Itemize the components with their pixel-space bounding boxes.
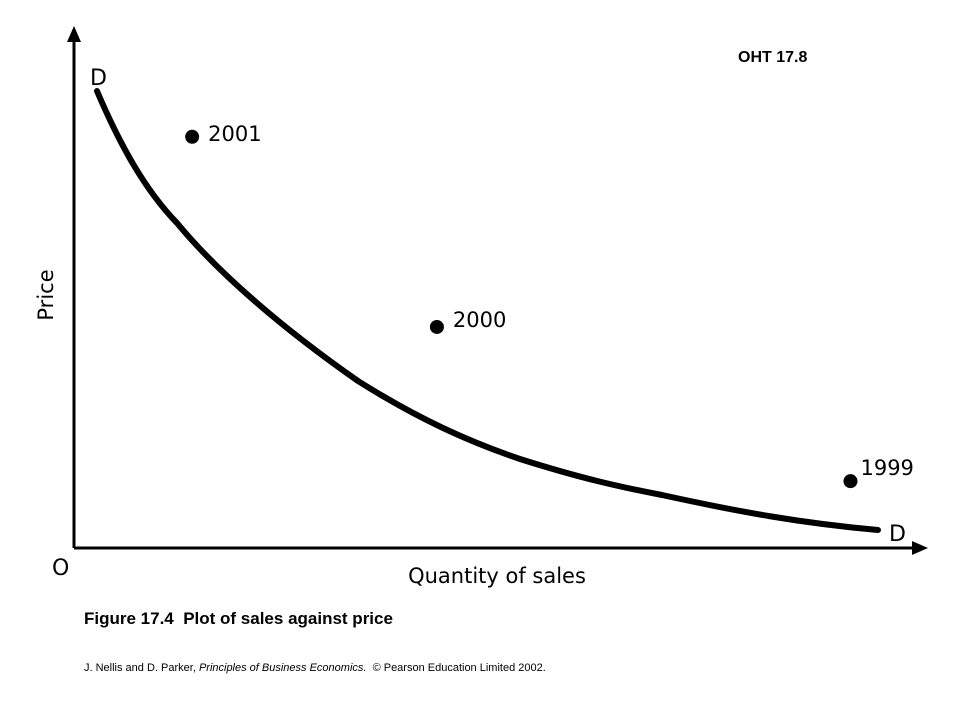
curve-label-start: D — [90, 66, 107, 91]
y-axis-label: Price — [34, 269, 58, 320]
credit-rights: © Pearson Education Limited 2002. — [366, 662, 546, 674]
data-point-1999 — [843, 474, 858, 489]
source-credit: J. Nellis and D. Parker, Principles of B… — [84, 662, 546, 674]
figure-caption: Figure 17.4 Plot of sales against price — [84, 609, 393, 628]
data-point-2000 — [429, 319, 444, 334]
data-label-1999: 1999 — [860, 456, 913, 480]
data-point-2001 — [185, 129, 200, 144]
credit-book-title: Principles of Business Economics. — [198, 662, 367, 674]
x-axis-label: Quantity of sales — [408, 564, 586, 588]
y-axis-arrow-icon — [67, 26, 81, 42]
slide-id: OHT 17.8 — [738, 49, 808, 66]
credit-authors: J. Nellis and D. Parker, — [84, 662, 199, 674]
data-label-2001: 2001 — [208, 122, 261, 146]
curve-label-end: D — [889, 522, 906, 547]
data-label-2000: 2000 — [453, 308, 506, 332]
x-axis-arrow-icon — [912, 541, 928, 555]
demand-curve-series-line — [94, 88, 881, 533]
origin-label: O — [52, 556, 69, 581]
